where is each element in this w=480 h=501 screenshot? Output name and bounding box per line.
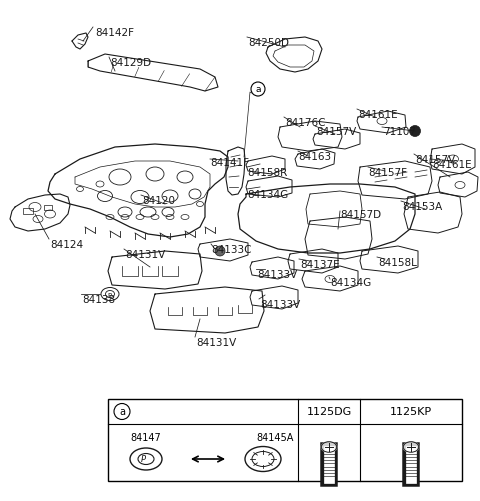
Text: P: P	[107, 293, 111, 299]
Text: 84161E: 84161E	[358, 110, 397, 120]
Text: 84153A: 84153A	[402, 201, 442, 211]
Text: 71107: 71107	[383, 127, 416, 137]
Text: 84134G: 84134G	[247, 189, 288, 199]
Ellipse shape	[403, 442, 419, 452]
Ellipse shape	[321, 442, 336, 452]
Text: 84124: 84124	[50, 239, 83, 249]
Text: 84131V: 84131V	[196, 337, 236, 347]
Text: 84138: 84138	[82, 295, 115, 305]
Text: 84250D: 84250D	[248, 38, 289, 48]
Text: 84157F: 84157F	[368, 168, 407, 178]
Text: a: a	[119, 407, 125, 417]
Text: P: P	[141, 454, 145, 463]
Text: 1125DG: 1125DG	[306, 407, 352, 417]
Text: 84129D: 84129D	[110, 58, 151, 68]
Text: 84133C: 84133C	[211, 244, 252, 255]
Text: 84158L: 84158L	[378, 258, 417, 268]
Text: 1125KP: 1125KP	[390, 407, 432, 417]
Text: 84131V: 84131V	[125, 249, 165, 260]
Circle shape	[114, 404, 130, 420]
Text: 84157D: 84157D	[340, 209, 381, 219]
Text: 84145A: 84145A	[256, 432, 294, 442]
Text: a: a	[255, 85, 261, 94]
Text: 84147: 84147	[131, 432, 161, 442]
Text: 84120: 84120	[142, 195, 175, 205]
Text: 84163: 84163	[298, 152, 331, 162]
Text: 84137E: 84137E	[300, 260, 340, 270]
Text: 84134G: 84134G	[330, 278, 371, 288]
Circle shape	[409, 126, 420, 137]
Text: 84158R: 84158R	[247, 168, 287, 178]
Text: 84142F: 84142F	[95, 28, 134, 38]
Circle shape	[215, 246, 225, 257]
Text: 84133V: 84133V	[260, 300, 300, 310]
Text: 84157V: 84157V	[415, 155, 455, 165]
Text: 84133V: 84133V	[257, 270, 297, 280]
Bar	[108, 399, 462, 481]
Bar	[23, 208, 33, 214]
Bar	[44, 205, 52, 210]
Text: 84157V: 84157V	[316, 127, 356, 137]
Text: 84176C: 84176C	[285, 118, 325, 128]
Text: 84161E: 84161E	[432, 160, 472, 170]
Text: 84141F: 84141F	[210, 158, 249, 168]
Circle shape	[251, 83, 265, 97]
